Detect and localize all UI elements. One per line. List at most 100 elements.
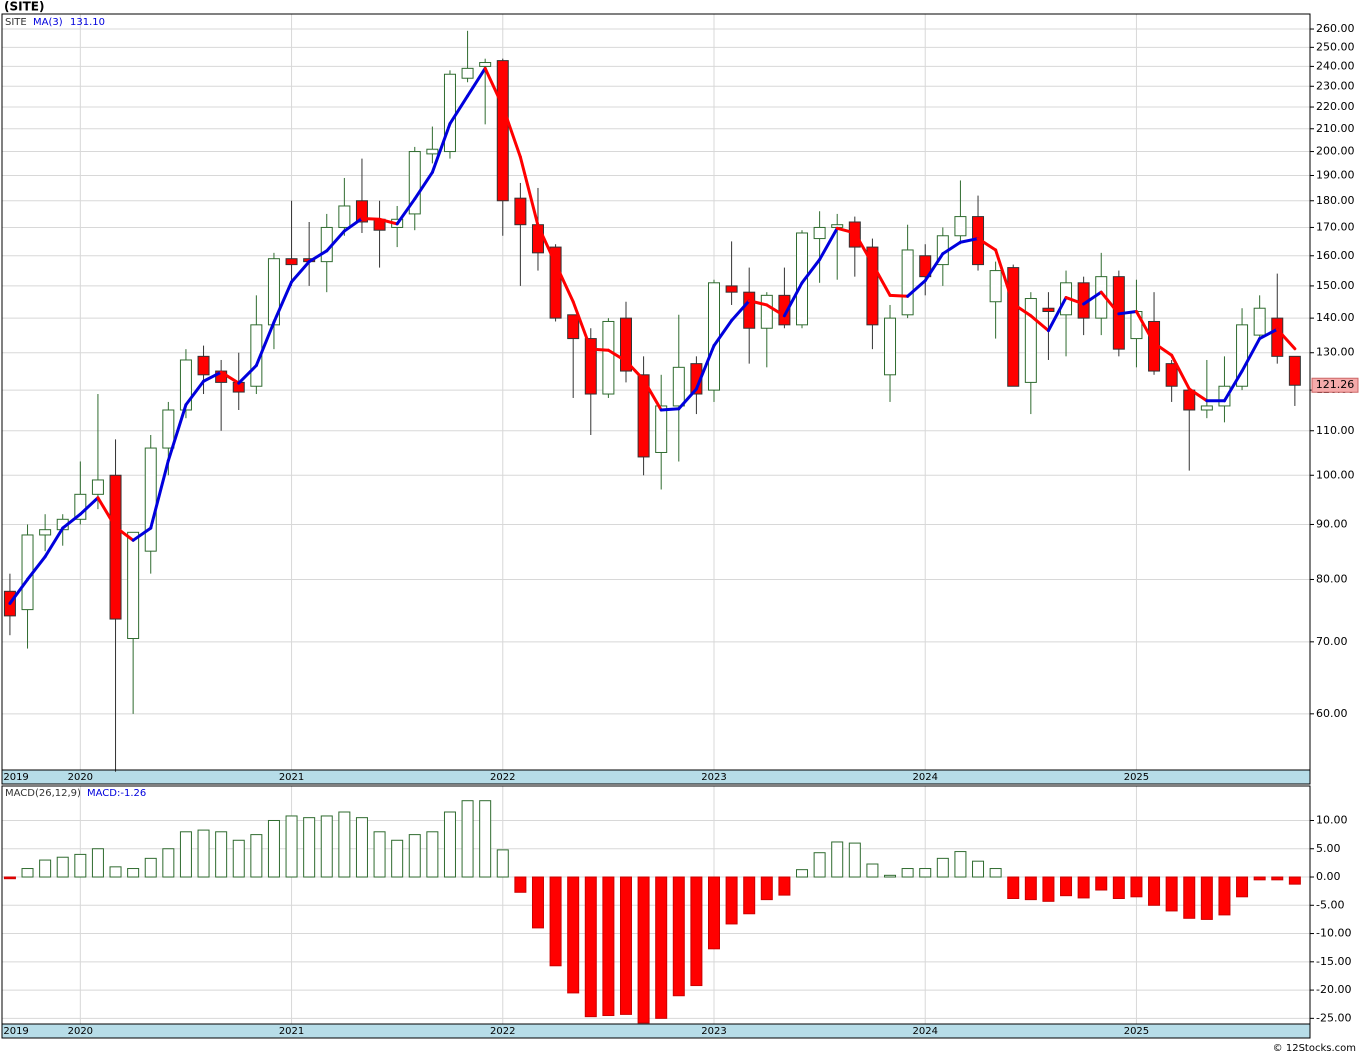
y-tick-label: 250.00 (1316, 40, 1355, 53)
x-tick-label: 2021 (279, 1026, 304, 1037)
macd-bar (1165, 876, 1178, 912)
macd-bar (250, 834, 263, 878)
ma-segment (149, 459, 170, 530)
macd-bar (831, 841, 844, 878)
candle-body (39, 529, 52, 536)
ma-segment (1240, 337, 1262, 373)
ma-segment (430, 122, 452, 174)
macd-bar (813, 852, 826, 878)
macd-bar (496, 849, 509, 878)
candle-body (549, 246, 562, 319)
macd-bar (514, 876, 527, 893)
candle-body (91, 479, 104, 495)
candle-body (1253, 307, 1266, 336)
ma-segment (518, 155, 540, 228)
ma-segment (677, 387, 698, 411)
ma-segment (642, 378, 663, 412)
macd-bar (848, 842, 861, 878)
macd-bar (549, 876, 562, 967)
macd-bar (426, 831, 439, 878)
x-tick-label: 2020 (68, 772, 93, 783)
macd-bar (796, 869, 809, 878)
ma-segment (659, 407, 681, 412)
macd-bar (1271, 876, 1284, 881)
ma-segment (378, 217, 399, 226)
ma-segment (994, 248, 1015, 306)
candle-body (496, 60, 509, 202)
ma-segment (184, 379, 206, 407)
candle-body (884, 317, 897, 376)
macd-bar (461, 800, 474, 878)
candle-body (197, 355, 210, 376)
ma-segment (571, 300, 593, 351)
ma-segment (747, 299, 769, 307)
x-tick-label: 2025 (1124, 772, 1149, 783)
legend-symbol: SITE (5, 17, 27, 28)
macd-bar (144, 857, 157, 878)
last-price-label: 121.26 (1316, 378, 1355, 391)
macd-bar (215, 831, 228, 878)
ma-segment (290, 260, 311, 284)
macd-bar (162, 848, 175, 878)
ma-segment (395, 197, 417, 226)
x-tick-label: 2025 (1124, 1026, 1149, 1037)
macd-bar (443, 811, 456, 878)
plot-border (1, 785, 1311, 1025)
ma-segment (589, 347, 610, 352)
footer: © 12Stocks.com (1273, 1043, 1356, 1054)
candle-body (1236, 324, 1249, 387)
candle-body (584, 338, 597, 395)
candle-body (408, 151, 421, 215)
y-tick-label: -25.00 (1316, 1011, 1351, 1024)
y-tick-label: -5.00 (1316, 898, 1344, 911)
candle-body (602, 320, 615, 395)
x-tick-label: 2024 (912, 772, 937, 783)
plot-border (1, 13, 1311, 771)
ma-segment (114, 525, 135, 542)
candle-body (1007, 267, 1020, 387)
candle-body (1218, 385, 1231, 407)
macd-bar (725, 876, 738, 925)
macd-bar (989, 868, 1002, 878)
ma-segment (712, 318, 734, 348)
macd-bar (109, 866, 122, 878)
ma-segment (131, 526, 153, 542)
ma-segment (906, 279, 927, 298)
ma-segment (219, 370, 241, 385)
y-tick-label: 100.00 (1316, 468, 1355, 481)
ma-segment (800, 258, 822, 285)
macd-bar (901, 868, 914, 878)
y-tick-label: 210.00 (1316, 122, 1355, 135)
candle-body (355, 200, 368, 223)
candle-body (338, 205, 351, 228)
ma-segment (1117, 309, 1138, 316)
candle-body (1165, 363, 1178, 387)
ma-segment (958, 237, 980, 244)
y-tick-label: 0.00 (1316, 870, 1341, 883)
y-tick-label: 130.00 (1316, 346, 1355, 359)
ma-segment (853, 231, 874, 266)
ma-segment (835, 226, 857, 235)
candle-body (954, 216, 967, 237)
ma-segment (43, 526, 65, 559)
macd-bar (320, 815, 333, 878)
candle-body (866, 246, 879, 326)
plot-area (2, 14, 1310, 770)
ma-segment (61, 512, 82, 530)
ma-segment (554, 262, 575, 304)
candle-body (514, 197, 527, 226)
macd-bar (1200, 876, 1213, 920)
candle-body (672, 366, 685, 407)
macd-bar (179, 831, 192, 878)
last-price-box (1311, 377, 1359, 393)
y-tick-label: 10.00 (1316, 813, 1348, 826)
candle-body (567, 314, 580, 340)
x-tick-label: 2023 (701, 1026, 726, 1037)
macd-bar (303, 817, 316, 878)
x-tick-label: 2022 (490, 1026, 515, 1037)
macd-bar (197, 829, 210, 878)
macd-bar (408, 834, 421, 878)
x-tick-label: 2019 (3, 1026, 28, 1037)
macd-bar (1060, 876, 1073, 897)
